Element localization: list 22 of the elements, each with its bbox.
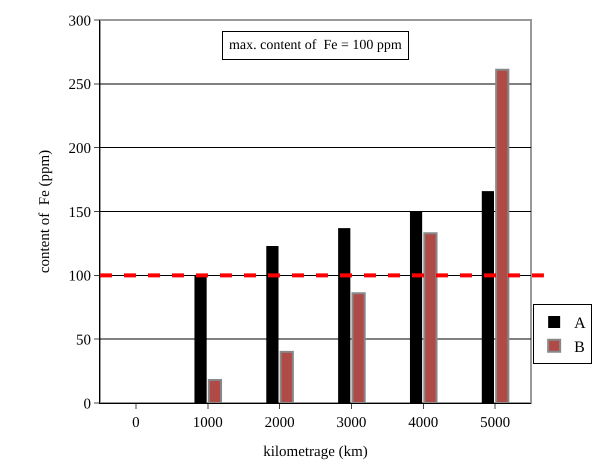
bar xyxy=(208,379,222,403)
x-tick-label: 2000 xyxy=(264,415,295,431)
x-tick-label: 0 xyxy=(132,415,140,431)
x-tick-label: 5000 xyxy=(480,415,510,431)
bar xyxy=(423,232,438,403)
y-tick-label: 300 xyxy=(68,13,91,30)
x-tick-label: 3000 xyxy=(336,415,366,431)
x-axis-title: kilometrage (km) xyxy=(263,444,368,460)
y-tick-label: 250 xyxy=(68,77,91,94)
x-tick-label: 1000 xyxy=(192,415,223,431)
y-tick-label: 100 xyxy=(68,268,91,285)
y-tick-label: 150 xyxy=(68,204,91,221)
y-tick-label: 0 xyxy=(84,396,91,412)
bar xyxy=(351,292,366,403)
y-axis-title: content of Fe (ppm) xyxy=(36,150,53,274)
legend-label: A xyxy=(574,315,586,332)
bar xyxy=(280,350,294,403)
legend-label: B xyxy=(574,339,585,356)
y-tick-label: 50 xyxy=(76,332,91,348)
y-tick-label: 200 xyxy=(68,140,91,157)
x-tick-label: 4000 xyxy=(408,415,438,431)
annotation: max. content of Fe = 100 ppm xyxy=(229,38,402,53)
